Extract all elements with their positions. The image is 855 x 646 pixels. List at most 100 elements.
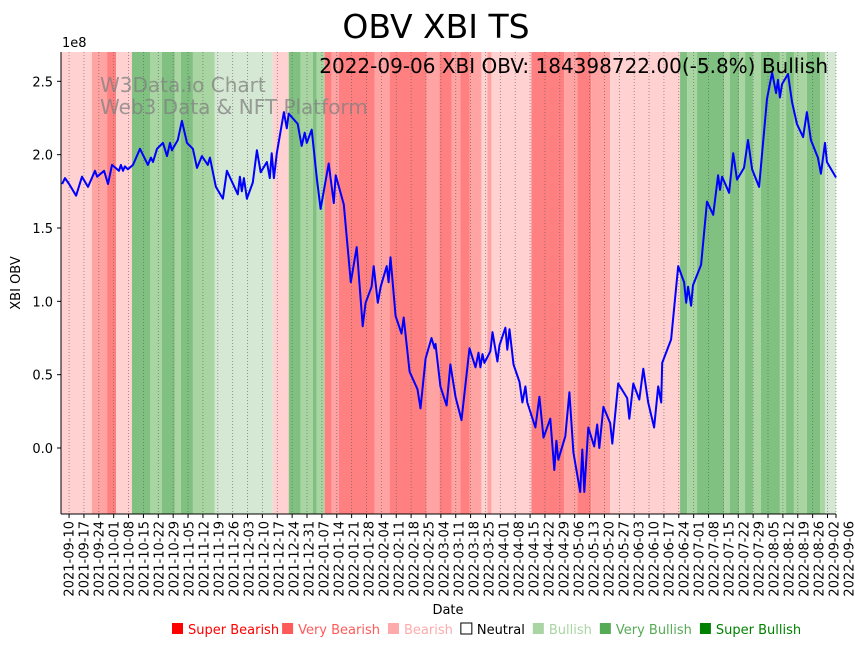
band-very-bullish xyxy=(724,52,730,514)
x-tick-label: 2021-09-10 xyxy=(63,521,78,597)
legend-label: Very Bearish xyxy=(298,623,380,638)
legend-label: Bullish xyxy=(549,623,592,638)
band-very-bullish xyxy=(820,52,825,514)
legend-label: Super Bearish xyxy=(188,623,279,638)
y-tick-label: 2.5 xyxy=(32,75,53,90)
x-tick-label: 2022-04-08 xyxy=(513,521,528,597)
watermark-line-1: W3Data.io Chart xyxy=(100,73,266,97)
x-tick-label: 2022-09-06 xyxy=(843,521,855,597)
band-very-bullish xyxy=(150,52,162,514)
x-tick-label: 2022-06-10 xyxy=(648,521,663,597)
y-tick-label: 0.5 xyxy=(32,369,53,384)
x-tick-label: 2022-06-24 xyxy=(678,521,693,597)
x-tick-label: 2022-05-06 xyxy=(573,521,588,597)
axes: 2021-09-10 2021-09-17 2021-09-24 2021-10-01… xyxy=(32,52,855,597)
legend-label: Very Bullish xyxy=(616,623,692,638)
band-very-bearish xyxy=(469,52,482,514)
band-very-bullish xyxy=(752,52,762,514)
x-tick-label: 2022-07-22 xyxy=(738,521,753,597)
x-tick-label: 2021-10-01 xyxy=(108,521,123,597)
band-super-bearish xyxy=(107,52,117,514)
series-layer xyxy=(61,71,837,493)
band-super-bullish xyxy=(729,52,740,514)
x-tick-label: 2022-08-26 xyxy=(813,521,828,597)
band-bearish xyxy=(61,52,93,514)
legend-item: Bearish xyxy=(387,623,453,638)
x-tick-label: 2022-08-12 xyxy=(783,521,798,597)
band-bearish xyxy=(481,52,488,514)
y-tick-label: 0.0 xyxy=(32,442,53,457)
band-super-bullish xyxy=(697,52,725,514)
band-bearish xyxy=(491,52,532,514)
legend-marker xyxy=(699,623,711,634)
x-tick-label: 2021-11-26 xyxy=(228,521,243,597)
y-tick-label: 2.0 xyxy=(32,149,53,164)
legend-item: Very Bullish xyxy=(599,623,692,638)
band-super-bullish xyxy=(131,52,151,514)
legend-marker xyxy=(532,623,544,634)
band-super-bearish xyxy=(460,52,470,514)
x-tick-label: 2021-12-17 xyxy=(273,521,288,597)
y-tick-label: 1.5 xyxy=(32,222,53,237)
x-tick-label: 2022-03-11 xyxy=(453,521,468,597)
x-tick-label: 2022-01-28 xyxy=(363,521,378,597)
band-very-bullish xyxy=(192,52,215,514)
x-tick-label: 2022-04-29 xyxy=(558,521,573,597)
band-bullish xyxy=(214,52,273,514)
x-tick-label: 2021-09-24 xyxy=(93,521,108,597)
x-tick-label: 2022-03-18 xyxy=(468,521,483,597)
legend-label: Neutral xyxy=(477,623,525,638)
x-tick-label: 2022-04-01 xyxy=(498,521,513,597)
legend-marker xyxy=(460,622,473,635)
x-tick-label: 2022-02-04 xyxy=(378,521,393,597)
x-tick-label: 2021-10-29 xyxy=(168,521,183,597)
band-bearish xyxy=(610,52,681,514)
y-scale-label: 1e8 xyxy=(62,36,87,51)
x-tick-label: 2022-01-21 xyxy=(348,521,363,597)
band-super-bearish xyxy=(439,52,452,514)
band-super-bearish xyxy=(577,52,592,514)
x-tick-label: 2022-08-19 xyxy=(798,521,813,597)
legend-marker xyxy=(282,623,294,634)
band-very-bullish xyxy=(174,52,181,514)
x-tick-label: 2021-11-19 xyxy=(213,521,228,597)
x-tick-label: 2022-07-08 xyxy=(708,521,723,597)
legend-item: Super Bearish xyxy=(172,623,279,638)
band-very-bearish xyxy=(426,52,440,514)
legend-item: Super Bullish xyxy=(699,623,801,638)
obv-line xyxy=(61,71,837,493)
legend-marker xyxy=(387,623,399,634)
legend-marker xyxy=(172,623,183,634)
x-tick-label: 2022-03-04 xyxy=(438,521,453,597)
band-super-bearish xyxy=(531,52,565,514)
x-tick-label: 2021-11-05 xyxy=(183,521,198,597)
band-very-bearish xyxy=(564,52,578,514)
x-tick-label: 2021-12-31 xyxy=(303,521,318,597)
band-very-bullish xyxy=(316,52,325,514)
x-tick-label: 2021-09-17 xyxy=(78,521,93,597)
y-axis-label: XBI OBV xyxy=(9,256,24,310)
band-bearish xyxy=(116,52,132,514)
band-super-bullish xyxy=(312,52,317,514)
x-tick-label: 2022-04-22 xyxy=(543,521,558,597)
x-tick-label: 2021-12-24 xyxy=(288,521,303,597)
chart-title: OBV XBI TS xyxy=(342,7,529,46)
legend-label: Bearish xyxy=(404,623,453,638)
band-super-bearish xyxy=(324,52,332,514)
x-tick-label: 2022-07-15 xyxy=(723,521,738,597)
x-tick-label: 2022-02-11 xyxy=(393,521,408,597)
x-tick-label: 2021-10-22 xyxy=(153,521,168,597)
band-very-bullish xyxy=(687,52,698,514)
chart-annotation: 2022-09-06 XBI OBV: 184398722.00(-5.8%) … xyxy=(319,54,828,78)
x-tick-label: 2022-07-29 xyxy=(753,521,768,597)
x-tick-label: 2022-05-20 xyxy=(603,521,618,597)
x-tick-label: 2022-09-02 xyxy=(828,521,843,597)
band-super-bullish xyxy=(806,52,821,514)
x-tick-label: 2022-01-14 xyxy=(333,521,348,597)
band-bullish xyxy=(824,52,836,514)
x-tick-label: 2021-11-12 xyxy=(198,521,213,597)
x-tick-label: 2022-01-07 xyxy=(318,521,333,597)
band-super-bearish xyxy=(338,52,375,514)
x-tick-label: 2022-05-27 xyxy=(618,521,633,597)
